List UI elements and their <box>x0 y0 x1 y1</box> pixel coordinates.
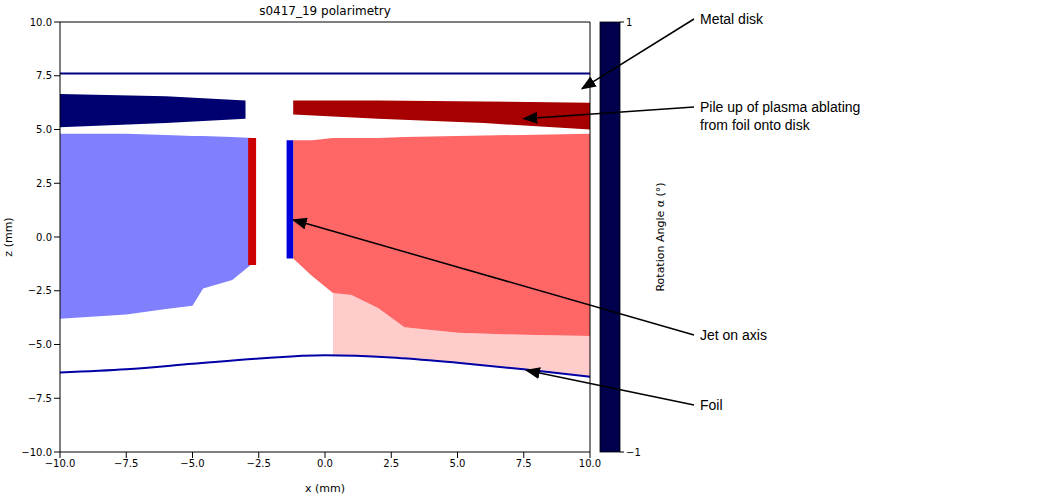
svg-text:−2.5: −2.5 <box>28 285 52 296</box>
svg-text:Pile up of plasma ablating: Pile up of plasma ablating <box>700 99 860 115</box>
svg-text:−5.0: −5.0 <box>180 458 204 469</box>
svg-text:7.5: 7.5 <box>516 458 532 469</box>
svg-text:from foil onto disk: from foil onto disk <box>700 117 811 133</box>
svg-text:7.5: 7.5 <box>36 70 52 81</box>
svg-text:0.0: 0.0 <box>317 458 333 469</box>
svg-text:−1: −1 <box>626 447 641 458</box>
svg-text:Metal disk: Metal disk <box>700 11 764 27</box>
svg-text:10.0: 10.0 <box>579 458 601 469</box>
svg-text:0.0: 0.0 <box>36 232 52 243</box>
svg-text:z (mm): z (mm) <box>2 217 15 256</box>
svg-text:Rotation Angle α (°): Rotation Angle α (°) <box>654 182 667 291</box>
svg-text:−7.5: −7.5 <box>114 458 138 469</box>
svg-text:5.0: 5.0 <box>36 124 52 135</box>
svg-text:−2.5: −2.5 <box>247 458 271 469</box>
svg-text:s0417_19 polarimetry: s0417_19 polarimetry <box>259 4 391 18</box>
svg-text:−7.5: −7.5 <box>28 393 52 404</box>
svg-text:−10.0: −10.0 <box>45 458 76 469</box>
svg-text:5.0: 5.0 <box>450 458 466 469</box>
svg-text:Foil: Foil <box>700 397 723 413</box>
svg-text:−10.0: −10.0 <box>21 447 52 458</box>
svg-text:2.5: 2.5 <box>383 458 399 469</box>
svg-text:Jet on axis: Jet on axis <box>700 327 767 343</box>
svg-text:x (mm): x (mm) <box>305 482 345 495</box>
svg-text:10.0: 10.0 <box>30 17 52 28</box>
svg-text:1: 1 <box>626 17 632 28</box>
svg-text:2.5: 2.5 <box>36 178 52 189</box>
svg-text:−5.0: −5.0 <box>28 339 52 350</box>
